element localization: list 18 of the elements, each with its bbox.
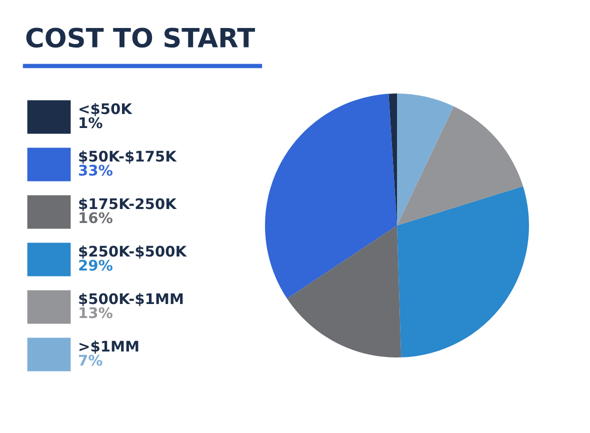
- pie-slice: [397, 106, 524, 226]
- data-label: 7%: [78, 354, 102, 366]
- chart-title: COST TO START: [26, 28, 255, 48]
- pie-slice: [287, 226, 402, 358]
- data-label: 16%: [80, 212, 112, 224]
- legend-label: >$1MM: [80, 340, 138, 354]
- data-label: 13%: [80, 307, 112, 318]
- legend-label: $175K-250K: [79, 198, 177, 212]
- pie-slice: [265, 94, 397, 299]
- data-label: 33%: [78, 164, 112, 176]
- legend-label: $500K-$1MM: [79, 292, 183, 306]
- legend-label: $250K-$500K: [79, 245, 187, 259]
- data-label: 1%: [80, 117, 102, 128]
- pie-slice: [397, 94, 454, 226]
- pie-slice: [397, 186, 529, 358]
- legend-label: $50K-$175K: [79, 150, 177, 164]
- data-label: 29%: [79, 260, 112, 271]
- legend-label: <$50K: [80, 102, 132, 116]
